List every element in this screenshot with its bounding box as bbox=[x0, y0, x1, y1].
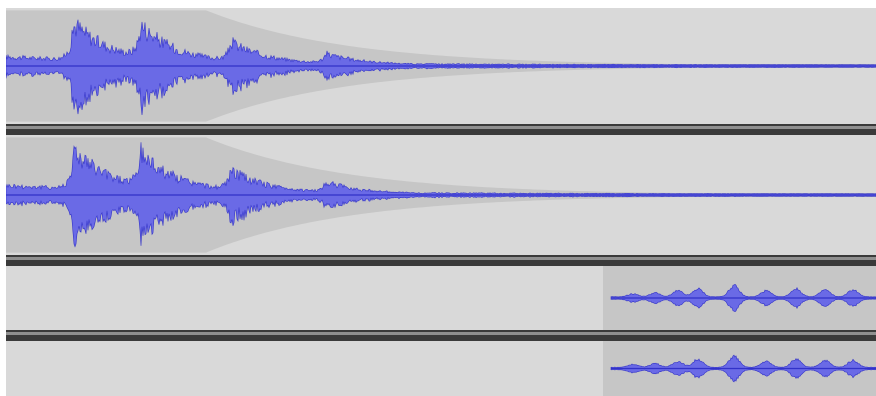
waveform-track-1-right bbox=[6, 137, 876, 253]
track-separator[interactable] bbox=[6, 255, 876, 266]
track-1-right-channel[interactable] bbox=[6, 135, 876, 255]
track-separator[interactable] bbox=[6, 330, 876, 341]
waveform-track-1-left bbox=[6, 10, 876, 122]
track-2-left-channel[interactable] bbox=[6, 266, 876, 330]
waveform-body bbox=[6, 19, 876, 116]
track-separator[interactable] bbox=[6, 124, 876, 135]
waveform-track-2-left bbox=[603, 266, 876, 330]
track-2-right-channel[interactable] bbox=[6, 341, 876, 396]
track-1-left-channel[interactable] bbox=[6, 8, 876, 124]
waveform-track-2-right bbox=[603, 341, 876, 396]
